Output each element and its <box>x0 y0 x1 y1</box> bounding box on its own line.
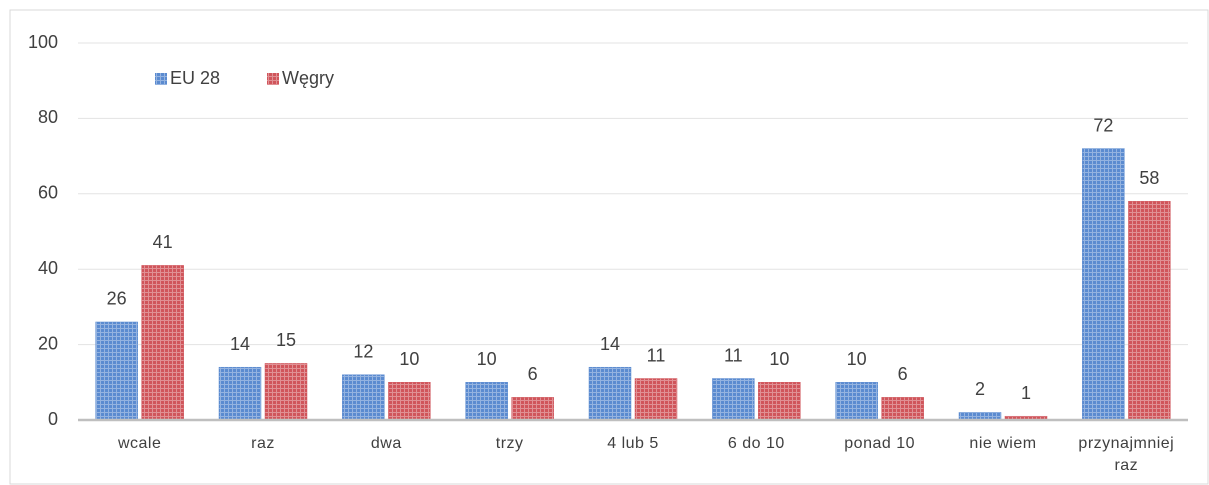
bar <box>588 366 632 421</box>
y-tick-label: 40 <box>38 258 58 278</box>
data-label: 2 <box>975 379 985 399</box>
x-tick-label: przynajmniej raz <box>1078 435 1175 474</box>
y-tick-label: 80 <box>38 107 58 127</box>
legend-label: EU 28 <box>170 68 220 88</box>
bar <box>218 366 262 421</box>
x-tick-label: wcale <box>117 435 162 452</box>
data-label: 1 <box>1021 383 1031 403</box>
data-label: 14 <box>600 334 620 354</box>
data-label: 11 <box>647 345 666 365</box>
bar <box>758 382 801 421</box>
x-tick-label: 6 do 10 <box>727 435 785 452</box>
chart-frame <box>9 9 1209 485</box>
data-label: 14 <box>230 334 250 354</box>
data-label: 12 <box>353 342 373 362</box>
legend-label: Węgry <box>282 68 334 88</box>
bar <box>881 397 924 421</box>
data-label: 15 <box>276 330 296 350</box>
data-label: 6 <box>898 364 908 384</box>
data-label: 58 <box>1139 168 1159 188</box>
data-label: 72 <box>1093 115 1113 135</box>
x-tick-label: ponad 10 <box>844 435 916 452</box>
y-tick-label: 100 <box>28 32 58 52</box>
data-label: 10 <box>847 349 867 369</box>
x-tick-label: nie wiem <box>969 435 1037 452</box>
bar <box>1082 148 1125 421</box>
bar <box>1128 201 1171 421</box>
bar <box>634 378 678 421</box>
data-label: 10 <box>477 349 497 369</box>
x-tick-label: trzy <box>495 435 524 452</box>
x-tick-label: raz <box>251 435 275 452</box>
bar <box>264 363 308 421</box>
data-label: 10 <box>769 349 789 369</box>
y-tick-label: 20 <box>38 333 58 353</box>
bar <box>388 382 431 421</box>
y-tick-label: 0 <box>48 409 58 429</box>
data-label: 41 <box>153 232 173 252</box>
data-label: 6 <box>528 364 538 384</box>
legend-swatch <box>267 73 279 85</box>
x-tick-label: 4 lub 5 <box>607 435 659 452</box>
data-label: 26 <box>107 289 127 309</box>
bar <box>835 382 878 421</box>
bar <box>465 382 508 421</box>
bar <box>95 321 138 421</box>
bar <box>342 374 385 421</box>
y-tick-label: 60 <box>38 183 58 203</box>
bar <box>712 378 755 421</box>
bar <box>141 265 184 421</box>
x-tick-label: dwa <box>370 435 402 452</box>
legend-swatch <box>155 73 167 85</box>
data-label: 11 <box>724 345 743 365</box>
data-label: 10 <box>399 349 419 369</box>
bar <box>511 397 554 421</box>
